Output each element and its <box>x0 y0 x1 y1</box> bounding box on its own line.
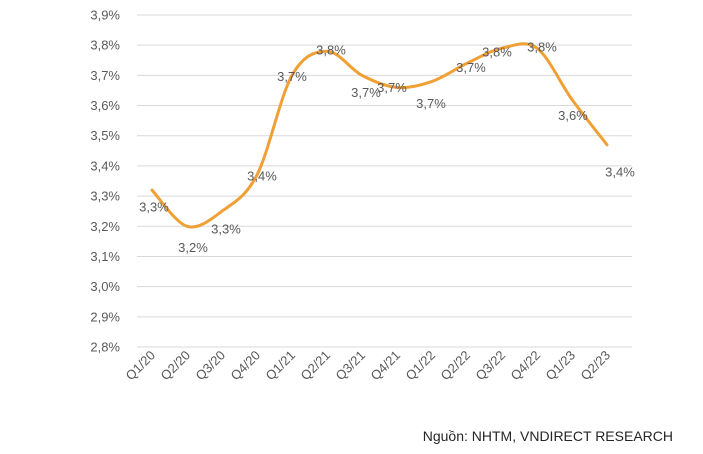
y-tick-label: 3,9% <box>90 8 120 23</box>
series-line-group <box>150 42 609 229</box>
y-tick-label: 3,1% <box>90 249 120 264</box>
y-tick-label: 3,6% <box>90 98 120 113</box>
y-tick-label: 3,2% <box>90 219 120 234</box>
data-label: 3,8% <box>482 45 512 60</box>
x-tick-label: Q4/20 <box>227 348 263 384</box>
data-labels: 3,3%3,2%3,3%3,4%3,7%3,8%3,7%3,7%3,7%3,7%… <box>139 40 635 255</box>
y-tick-label: 3,7% <box>90 68 120 83</box>
x-tick-label: Q3/21 <box>332 348 368 384</box>
data-label: 3,7% <box>277 69 307 84</box>
source-note: Nguồn: NHTM, VNDIRECT RESEARCH <box>422 428 673 444</box>
data-label: 3,6% <box>558 108 588 123</box>
x-tick-label: Q1/21 <box>262 348 298 384</box>
x-tick-label: Q1/20 <box>122 348 158 384</box>
x-tick-label: Q2/21 <box>297 348 333 384</box>
y-tick-label: 3,3% <box>90 189 120 204</box>
data-label: 3,7% <box>456 60 486 75</box>
x-tick-label: Q2/22 <box>437 348 473 384</box>
gridlines <box>137 14 632 348</box>
data-label: 3,4% <box>247 168 277 183</box>
data-label: 3,7% <box>416 96 446 111</box>
data-label: 3,3% <box>211 222 241 237</box>
y-tick-label: 2,8% <box>90 340 120 355</box>
data-label: 3,3% <box>139 200 169 215</box>
series-line <box>150 42 609 229</box>
x-tick-label: Q4/22 <box>507 348 543 384</box>
data-label: 3,2% <box>178 240 208 255</box>
y-tick-label: 3,0% <box>90 279 120 294</box>
y-axis-tick-labels: 2,8% 2,9% 3,0% 3,1% 3,2% 3,3% 3,4% 3,5% 3,6% 3,7%… <box>90 8 120 355</box>
x-tick-label: Q3/22 <box>472 348 508 384</box>
data-label: 3,8% <box>316 43 346 58</box>
y-tick-label: 3,4% <box>90 158 120 173</box>
x-tick-label: Q1/22 <box>402 348 438 384</box>
y-tick-label: 3,5% <box>90 128 120 143</box>
x-axis-tick-labels: Q1/20 Q2/20 Q3/20 Q4/20 Q1/21 Q2/21 Q3/21 Q4/21… <box>122 348 613 384</box>
y-tick-label: 2,9% <box>90 309 120 324</box>
x-tick-label: Q2/23 <box>577 348 613 384</box>
data-label: 3,8% <box>527 40 557 55</box>
x-tick-label: Q1/23 <box>542 348 578 384</box>
data-label: 3,4% <box>605 164 635 179</box>
data-label: 3,7% <box>377 80 407 95</box>
x-tick-label: Q3/20 <box>192 348 228 384</box>
x-tick-label: Q4/21 <box>367 348 403 384</box>
x-tick-label: Q2/20 <box>157 348 193 384</box>
y-tick-label: 3,8% <box>90 38 120 53</box>
data-label: 3,7% <box>351 85 381 100</box>
